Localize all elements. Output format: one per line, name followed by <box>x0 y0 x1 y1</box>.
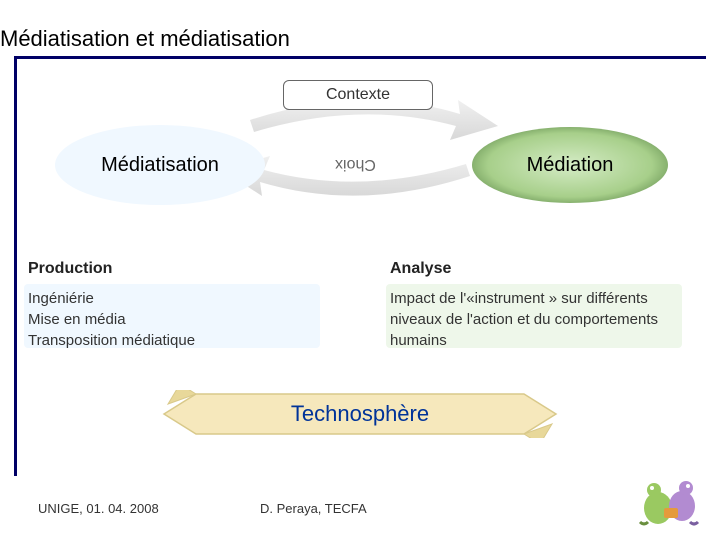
column-left: Production Ingéniérie Mise en média Tran… <box>28 260 338 351</box>
title-underline <box>14 56 706 59</box>
col-right-head: Analyse <box>390 260 700 278</box>
page-title: Médiatisation et médiatisation <box>0 26 290 52</box>
choix-label: Choix <box>335 155 376 173</box>
technosphere-banner: Technosphère <box>160 390 560 438</box>
banner-text: Technosphère <box>160 390 560 438</box>
column-right: Analyse Impact de l'«instrument » sur di… <box>390 260 700 351</box>
footer-center: D. Peraya, TECFA <box>260 501 367 516</box>
mascot-icon <box>634 468 704 528</box>
ellipse-mediatisation: Médiatisation <box>55 125 265 205</box>
col-left-head: Production <box>28 260 338 278</box>
col-right-body: Impact de l'«instrument » sur différents… <box>390 288 700 351</box>
col-left-body: Ingéniérie Mise en média Transposition m… <box>28 288 338 351</box>
footer-left: UNIGE, 01. 04. 2008 <box>38 501 159 516</box>
ellipse-mediation: Médiation <box>470 125 670 205</box>
left-rule <box>14 56 17 476</box>
contexte-label-box: Contexte <box>283 80 433 110</box>
